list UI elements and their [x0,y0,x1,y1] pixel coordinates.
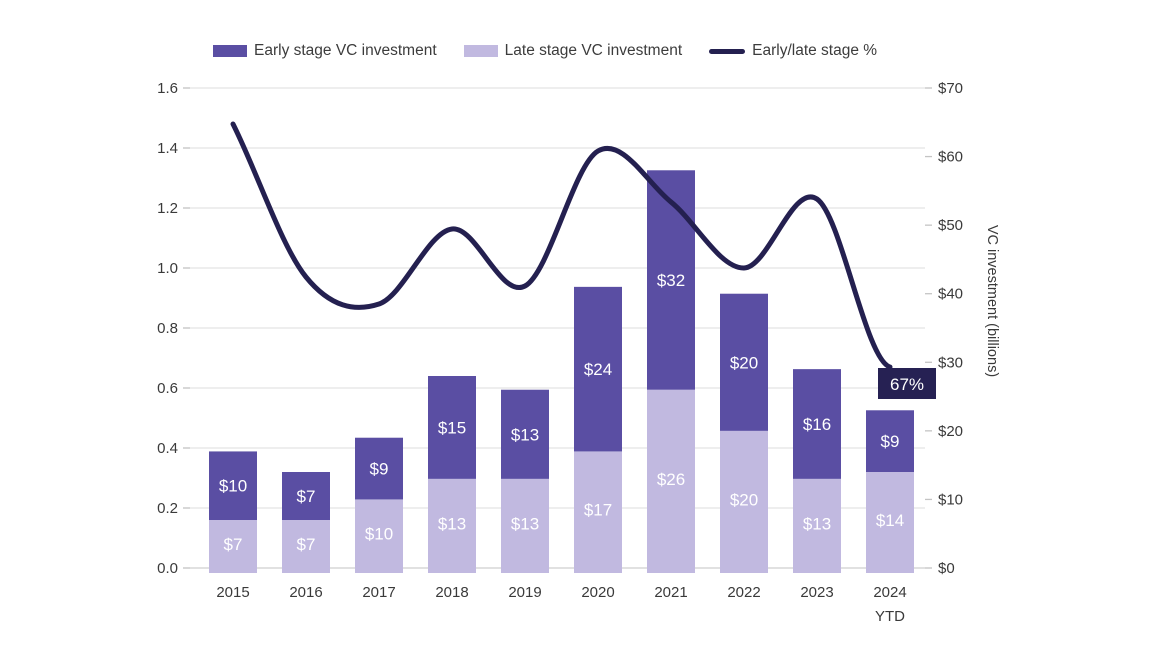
x-axis-label: 2023 [800,584,833,601]
early-late-ratio-line [230,121,893,370]
legend-label: Late stage VC investment [504,42,683,59]
bar-value-label-early: $15 [438,418,466,437]
bar-value-label-late: $14 [876,511,904,530]
legend-label: Early stage VC investment [254,42,437,59]
bar-value-label-late: $13 [438,514,466,533]
legend-label: Early/late stage % [752,42,878,59]
bar-segment-late-stage [282,520,330,573]
pct-annotation-box [878,368,936,399]
left-axis-tick-label: 1.6 [157,80,178,97]
x-axis-label: 2016 [289,584,322,601]
right-axis-tick-label: $0 [938,560,955,577]
pct-annotation-text: 67% [890,375,924,394]
right-axis-tick-label: $10 [938,491,963,508]
legend-item: Early/late stage % [709,42,877,60]
bar-value-label-late: $26 [657,470,685,489]
left-axis-tick-label: 0.4 [157,440,178,457]
bar-value-label-late: $13 [511,514,539,533]
bar-value-label-early: $32 [657,271,685,290]
bar-segment-late-stage [866,472,914,573]
left-axis-tick-label: 1.2 [157,200,178,217]
bar-segment-early-stage [574,286,622,452]
legend-item: Early stage VC investment [213,42,437,60]
bar-value-label-late: $7 [224,535,243,554]
bar-value-label-early: $20 [730,353,758,372]
bar-value-label-early: $9 [370,460,389,479]
x-axis-label: 2022 [727,584,760,601]
left-axis-tick-label: 0.2 [157,500,178,517]
right-axis-tick-label: $20 [938,423,963,440]
bar-value-label-late: $10 [365,525,393,544]
bar-segment-late-stage [574,451,622,573]
bar-segment-early-stage [209,451,257,520]
left-axis-tick-label: 0.0 [157,560,178,577]
x-axis-label: 2019 [508,584,541,601]
bar-value-label-late: $13 [803,514,831,533]
bar-segment-early-stage [501,389,549,479]
legend-color-swatch [463,45,498,57]
ratio-line-layer: 67% [230,121,936,399]
bar-value-label-early: $10 [219,477,247,496]
bar-segment-late-stage [647,389,695,573]
left-axis-tick-label: 0.8 [157,320,178,337]
bar-value-label-late: $7 [297,535,316,554]
legend-line-swatch [709,48,746,54]
bar-segment-late-stage [209,520,257,573]
right-axis-tick-label: $30 [938,354,963,371]
bar-segment-late-stage [428,478,476,573]
bar-value-label-early: $24 [584,360,612,379]
right-axis-tick-label: $50 [938,217,963,234]
left-axis-tick-label: 1.0 [157,260,178,277]
right-axis-tick-label: $60 [938,149,963,166]
legend-item: Late stage VC investment [463,42,683,60]
chart-legend: Early stage VC investment Late stage VC i… [213,42,877,60]
x-axis-label: 2024 YTD [873,584,906,625]
right-axis-tick-label: $70 [938,80,963,97]
bar-segment-early-stage [793,369,841,479]
bar-layer: $7 $10 $7 $7 $10 $9 $13 $15 $13 $13 $17 $24 $26 $32 $2… [209,170,914,573]
x-axis-label: 2015 [216,584,249,601]
bar-value-label-early: $9 [881,432,900,451]
legend-color-swatch [213,45,247,57]
x-axis-label: 2017 [362,584,395,601]
left-axis-tick-label: 0.6 [157,380,178,397]
left-axis-tick-label: 1.4 [157,140,178,157]
right-axis-title: VC investment (billions) [984,225,1000,377]
bar-segment-late-stage [720,430,768,573]
bar-segment-early-stage [428,376,476,479]
bar-value-label-late: $17 [584,501,612,520]
axis-label-layer: 0.0 0.2 0.4 0.6 0.8 1.0 1.2 1.4 1.6 $0 $10 $20 $30 $4… [157,80,963,625]
bar-segment-early-stage [647,170,695,390]
bar-segment-early-stage [355,437,403,500]
bar-segment-early-stage [720,293,768,431]
x-axis-label: 2020 [581,584,614,601]
right-axis-tick-label: $40 [938,286,963,303]
bar-value-label-early: $7 [297,487,316,506]
bar-segment-early-stage [282,472,330,520]
x-axis-label: 2021 [654,584,687,601]
bar-value-label-late: $20 [730,490,758,509]
bar-segment-late-stage [501,478,549,573]
bar-segment-early-stage [866,410,914,472]
bar-segment-late-stage [355,499,403,573]
bar-value-label-early: $13 [511,425,539,444]
bar-segment-late-stage [793,478,841,573]
bar-value-label-early: $16 [803,415,831,434]
x-axis-label: 2018 [435,584,468,601]
